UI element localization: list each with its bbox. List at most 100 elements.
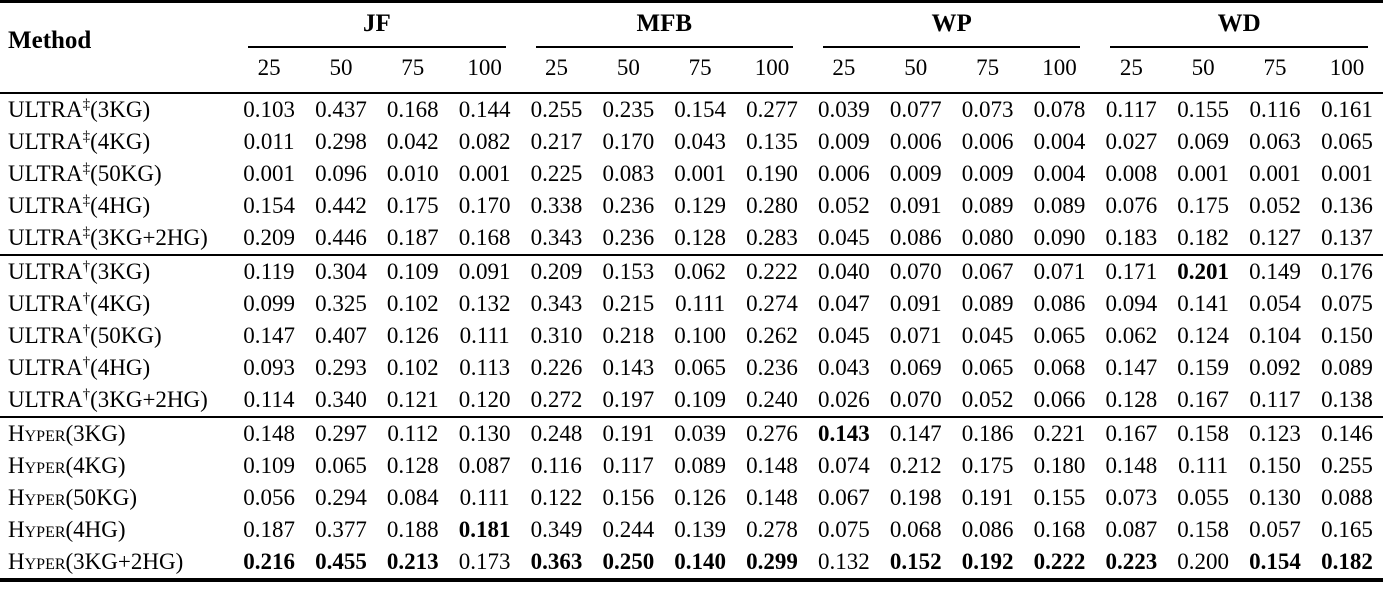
- value-cell: 0.001: [1249, 161, 1301, 186]
- method-cell: ULTRA†(4KG): [8, 290, 151, 316]
- value-cell: 0.310: [530, 323, 583, 348]
- value-cell: 0.377: [315, 517, 367, 542]
- value-cell: 0.191: [961, 485, 1014, 510]
- method-cell: ULTRA†(4HG): [8, 354, 151, 380]
- value-cell: 0.128: [674, 225, 727, 250]
- value-cell: 0.094: [1105, 291, 1158, 316]
- value-cell: 0.455: [315, 549, 367, 574]
- value-cell: 0.062: [674, 259, 727, 284]
- value-cell: 0.161: [1321, 97, 1373, 122]
- value-cell: 0.091: [458, 259, 511, 284]
- table-row: ULTRA†(4KG) 0.099 0.325 0.102 0.132 0.343 0.21…: [0, 288, 1383, 320]
- value-cell: 0.201: [1177, 259, 1230, 284]
- value-cell: 0.104: [1249, 323, 1301, 348]
- value-cell: 0.004: [1033, 129, 1086, 154]
- value-cell: 0.188: [386, 517, 439, 542]
- value-cell: 0.078: [1033, 97, 1086, 122]
- header-subcol-row: 25 50 75 100 25 50 75 100 25 50 75 100 25 50 75 100: [0, 48, 1383, 93]
- value-cell: 0.150: [1249, 453, 1301, 478]
- value-cell: 0.074: [818, 453, 870, 478]
- value-cell: 0.144: [458, 97, 511, 122]
- subcol-header: 25: [544, 55, 568, 80]
- table-row: ULTRA‡(3KG) 0.103 0.437 0.168 0.144 0.255 0.23…: [0, 93, 1383, 126]
- value-cell: 0.065: [1321, 129, 1373, 154]
- method-cell: ULTRA‡(50KG): [8, 160, 162, 186]
- value-cell: 0.109: [674, 387, 727, 412]
- subcol-header: 25: [257, 55, 281, 80]
- header-group-row: Method JF MFB WP WD: [0, 2, 1383, 54]
- table-row: ULTRA†(3KG) 0.119 0.304 0.109 0.091 0.209 0.15…: [0, 255, 1383, 288]
- value-cell: 0.217: [530, 129, 583, 154]
- value-cell: 0.191: [602, 421, 655, 446]
- value-cell: 0.137: [1321, 225, 1373, 250]
- value-cell: 0.152: [889, 549, 942, 574]
- value-cell: 0.113: [459, 355, 511, 380]
- value-cell: 0.236: [746, 355, 798, 380]
- value-cell: 0.363: [530, 549, 583, 574]
- value-cell: 0.109: [386, 259, 439, 284]
- value-cell: 0.223: [1105, 549, 1158, 574]
- value-cell: 0.340: [315, 387, 367, 412]
- value-cell: 0.057: [1249, 517, 1301, 542]
- value-cell: 0.175: [961, 453, 1014, 478]
- value-cell: 0.127: [1249, 225, 1301, 250]
- value-cell: 0.200: [1177, 549, 1230, 574]
- value-cell: 0.128: [1105, 387, 1158, 412]
- table-row: Hyper(4HG) 0.187 0.377 0.188 0.181 0.349 0.244…: [0, 514, 1383, 546]
- group-label: WP: [931, 10, 972, 37]
- value-cell: 0.102: [386, 355, 439, 380]
- value-cell: 0.068: [889, 517, 942, 542]
- value-cell: 0.278: [746, 517, 798, 542]
- value-cell: 0.175: [1177, 193, 1230, 218]
- method-cell: Hyper(4HG): [8, 517, 126, 542]
- value-cell: 0.148: [243, 421, 295, 446]
- value-cell: 0.236: [602, 225, 655, 250]
- value-cell: 0.065: [315, 453, 367, 478]
- value-cell: 0.130: [458, 421, 511, 446]
- value-cell: 0.139: [674, 517, 727, 542]
- subcol-header: 100: [467, 55, 502, 80]
- table-row: ULTRA‡(50KG) 0.001 0.096 0.010 0.001 0.225 0.0…: [0, 158, 1383, 190]
- value-cell: 0.130: [1249, 485, 1301, 510]
- value-cell: 0.167: [1105, 421, 1158, 446]
- value-cell: 0.001: [1321, 161, 1373, 186]
- value-cell: 0.262: [746, 323, 798, 348]
- table-row: ULTRA†(4HG) 0.093 0.293 0.102 0.113 0.226 0.14…: [0, 352, 1383, 384]
- value-cell: 0.071: [889, 323, 942, 348]
- value-cell: 0.325: [315, 291, 367, 316]
- value-cell: 0.218: [602, 323, 655, 348]
- value-cell: 0.069: [1177, 129, 1230, 154]
- value-cell: 0.136: [1321, 193, 1373, 218]
- value-cell: 0.062: [1105, 323, 1158, 348]
- group-underline: [535, 46, 793, 48]
- value-cell: 0.040: [818, 259, 870, 284]
- value-cell: 0.149: [1249, 259, 1301, 284]
- value-cell: 0.255: [1321, 453, 1373, 478]
- value-cell: 0.226: [530, 355, 583, 380]
- value-cell: 0.349: [530, 517, 583, 542]
- value-cell: 0.187: [386, 225, 439, 250]
- method-cell: Hyper(50KG): [8, 485, 138, 510]
- value-cell: 0.009: [889, 161, 942, 186]
- subcol-header: 25: [832, 55, 856, 80]
- value-cell: 0.280: [746, 193, 798, 218]
- value-cell: 0.141: [1177, 291, 1230, 316]
- value-cell: 0.026: [818, 387, 870, 412]
- method-cell: ULTRA†(3KG): [8, 258, 151, 284]
- value-cell: 0.119: [243, 259, 295, 284]
- value-cell: 0.147: [889, 421, 942, 446]
- value-cell: 0.129: [674, 193, 727, 218]
- value-cell: 0.065: [674, 355, 727, 380]
- value-cell: 0.084: [386, 485, 439, 510]
- value-cell: 0.117: [1249, 387, 1301, 412]
- value-cell: 0.192: [961, 549, 1014, 574]
- value-cell: 0.277: [746, 97, 798, 122]
- value-cell: 0.010: [386, 161, 439, 186]
- value-cell: 0.294: [315, 485, 367, 510]
- value-cell: 0.114: [243, 387, 295, 412]
- value-cell: 0.181: [458, 517, 511, 542]
- method-cell: ULTRA‡(4HG): [8, 192, 151, 218]
- value-cell: 0.215: [602, 291, 655, 316]
- value-cell: 0.067: [961, 259, 1014, 284]
